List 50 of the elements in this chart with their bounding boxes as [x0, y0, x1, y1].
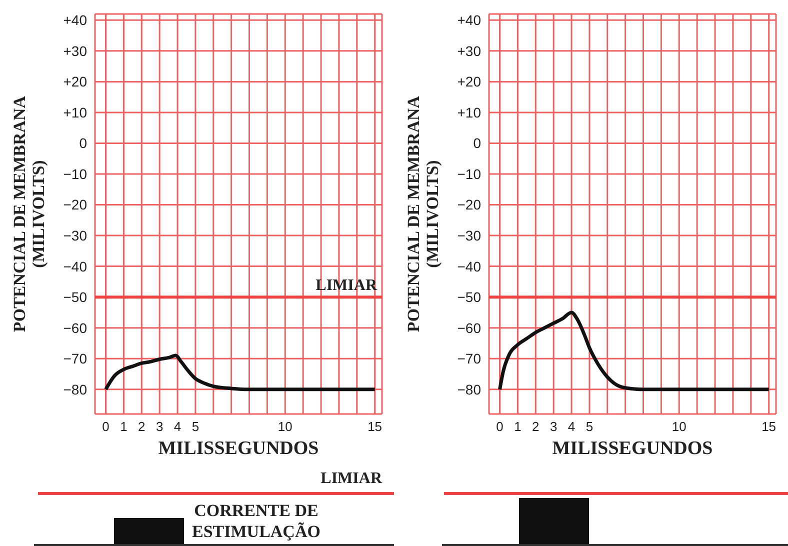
- x-tick-label: 10: [278, 419, 292, 434]
- x-tick-label: 2: [138, 419, 146, 434]
- y-tick-label: +40: [63, 12, 88, 28]
- x-tick-label: 0: [496, 419, 504, 434]
- y-tick-label: −40: [63, 258, 88, 274]
- y-tick-label: −10: [457, 166, 482, 182]
- x-tick-label: 1: [514, 419, 522, 434]
- y-tick-label: −80: [63, 381, 88, 398]
- y-tick-label: −20: [63, 196, 88, 213]
- y-axis-title: POTENCIAL DE MEMBRANA (MILIVOLTS): [404, 96, 442, 332]
- y-tick-label: −40: [457, 258, 482, 274]
- line-series: [104, 354, 377, 392]
- y-tick-label: −70: [457, 350, 482, 367]
- x-tick-label: 5: [586, 419, 594, 434]
- x-tick-label: 2: [532, 419, 540, 434]
- y-tick-label: −30: [457, 228, 482, 244]
- y-tick-label: 0: [79, 135, 88, 152]
- x-tick-label: 0: [102, 419, 110, 434]
- y-tick-label: 0: [473, 135, 482, 152]
- x-tick-label: 4: [568, 419, 576, 434]
- y-axis-title: POTENCIAL DE MEMBRANA (MILIVOLTS): [10, 96, 48, 332]
- y-tick-label: −60: [63, 320, 88, 336]
- y-tick-label: +40: [457, 12, 482, 28]
- y-tick-label: −50: [63, 289, 88, 306]
- x-tick-label: 3: [156, 419, 164, 434]
- text: CORRENTE DE ESTIMULAÇÃO: [192, 500, 320, 542]
- y-tick-label: −60: [457, 320, 482, 336]
- y-tick-label: −30: [63, 228, 88, 244]
- x-axis-title: MILISSEGUNDOS: [157, 438, 320, 460]
- y-tick-label: −20: [457, 196, 482, 213]
- x-tick-label: 15: [762, 419, 776, 434]
- y-tick-label: −80: [457, 381, 482, 398]
- x-tick-label: 5: [192, 419, 200, 434]
- y-tick-label: +20: [63, 74, 88, 90]
- y-tick-label: −50: [457, 289, 482, 306]
- x-tick-label: 15: [368, 419, 382, 434]
- x-tick-label: 1: [120, 419, 128, 434]
- y-tick-label: +30: [457, 42, 482, 59]
- line-series: [498, 310, 771, 392]
- x-tick-label: 4: [174, 419, 182, 434]
- y-tick-label: +10: [457, 104, 482, 120]
- x-tick-label: 10: [672, 419, 686, 434]
- y-tick-label: −70: [63, 350, 88, 367]
- x-tick-label: 3: [550, 419, 558, 434]
- text: LIMIAR: [320, 470, 382, 488]
- y-tick-label: +20: [457, 74, 482, 90]
- y-tick-label: +30: [63, 42, 88, 59]
- x-axis-title: MILISSEGUNDOS: [551, 438, 714, 460]
- y-tick-label: −10: [63, 166, 88, 182]
- y-tick-label: +10: [63, 104, 88, 120]
